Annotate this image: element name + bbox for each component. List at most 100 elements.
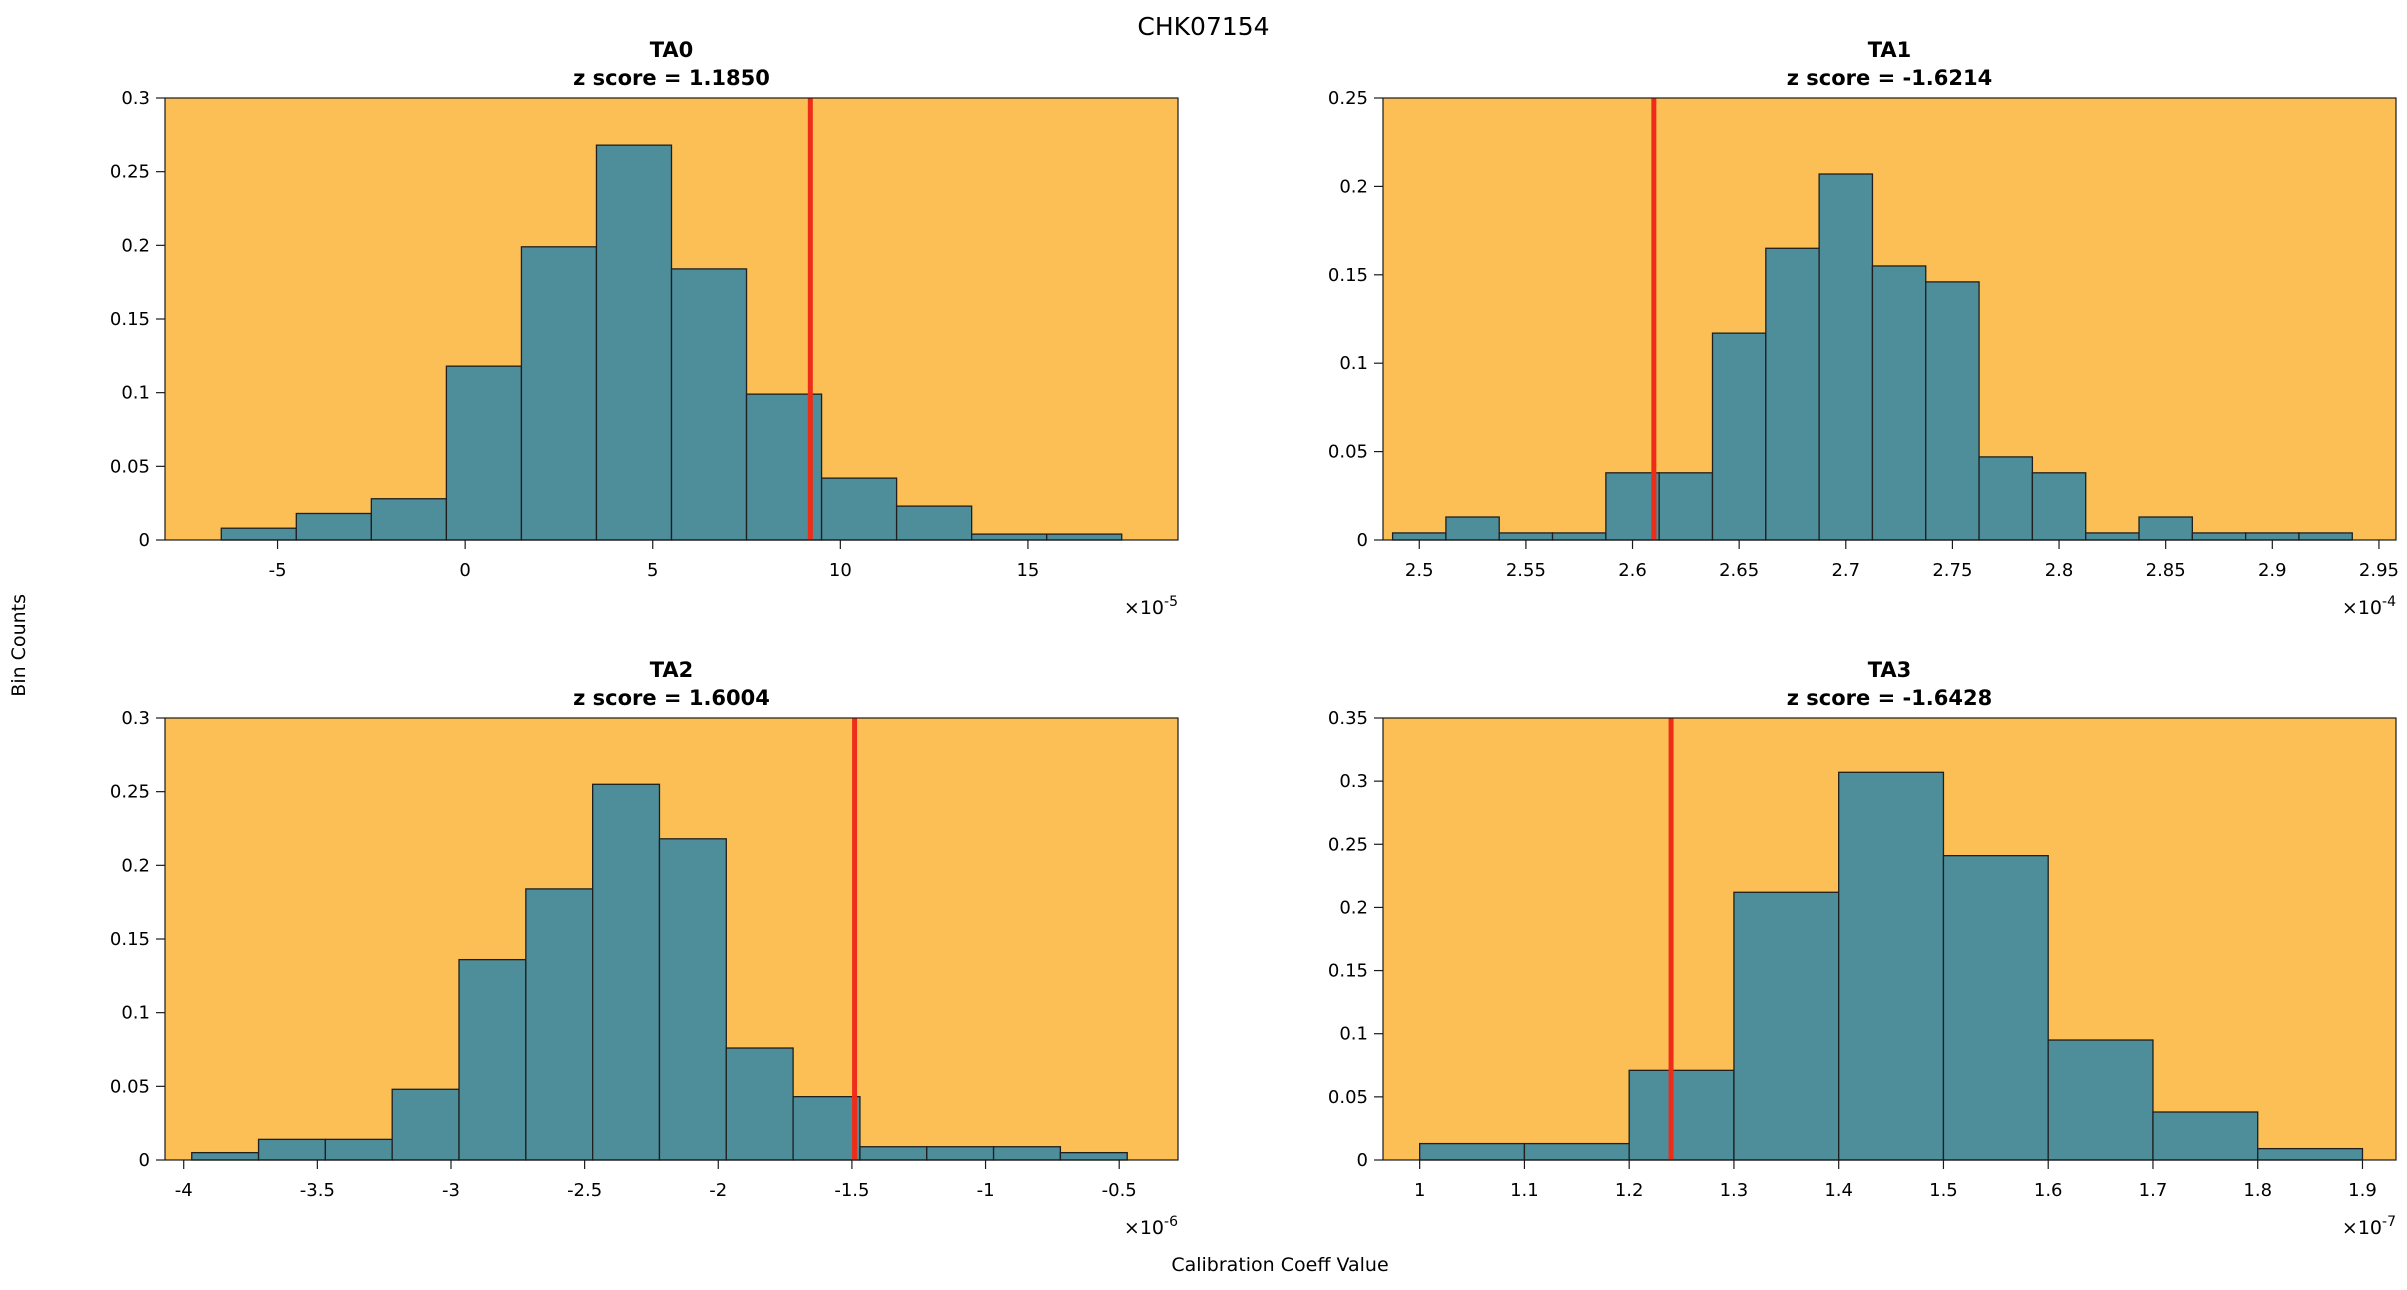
- x-tick-label: 2.75: [1932, 560, 1972, 581]
- y-tick-label: 0.2: [1339, 176, 1368, 197]
- subplot-ta2: TA2 z score = 1.6004 -4 -3.5 -3 -2.5 -2 -1.5-…: [90, 640, 1190, 1260]
- y-tick-label: 0.2: [1339, 897, 1368, 918]
- histogram-bar: [1733, 891, 1840, 1161]
- histogram-bar: [1978, 456, 2034, 541]
- y-tick-label: 0.3: [121, 88, 150, 109]
- subplot-subtitle: z score = -1.6428: [1786, 686, 1993, 710]
- x-tick-label: 2.9: [2258, 560, 2287, 581]
- y-tick-label: 0.3: [1339, 771, 1368, 792]
- histogram-bar: [1445, 516, 1500, 541]
- histogram-bar: [391, 1088, 460, 1161]
- histogram-bar: [324, 1138, 393, 1161]
- histogram-bar: [658, 838, 727, 1161]
- histogram-bar: [370, 498, 448, 541]
- x-axis-exponent: ×10-7: [2342, 1214, 2396, 1239]
- histogram-bar: [1838, 771, 1945, 1161]
- exponent-base: ×10: [1124, 1217, 1164, 1239]
- subplot-title-block: TA0 z score = 1.1850: [165, 36, 1178, 92]
- histogram-bar: [1419, 1142, 1526, 1161]
- histogram-ta2: -4 -3.5 -3 -2.5 -2 -1.5 -1 -0.5 0 0.05 0.1 0.15 0.2 0…: [110, 708, 1179, 1239]
- x-tick-label: -4: [175, 1180, 193, 1201]
- histogram-bar: [1942, 855, 2049, 1161]
- histogram-bar: [458, 958, 527, 1161]
- x-tick-label: 0: [459, 560, 470, 581]
- subplot-ta0: TA0 z score = 1.1850 -5 0 5 10 15 0 0.05 0.1 0.1…: [90, 20, 1190, 640]
- y-tick-label: 0.05: [1328, 1087, 1368, 1108]
- histogram-bar: [859, 1146, 928, 1161]
- subplot-title-block: TA1 z score = -1.6214: [1383, 36, 2396, 92]
- subplot-title-block: TA3 z score = -1.6428: [1383, 656, 2396, 712]
- histogram-bar: [2298, 532, 2353, 541]
- x-axis-exponent: ×10-5: [1124, 594, 1178, 619]
- histogram-bar: [820, 477, 898, 541]
- x-tick-label: 1.4: [1824, 1180, 1853, 1201]
- histogram-bar: [220, 527, 297, 541]
- histogram-bar: [2047, 1039, 2154, 1161]
- x-tick-label: 1.2: [1615, 1180, 1644, 1201]
- histogram-bar: [670, 268, 748, 541]
- histogram-bar: [2191, 532, 2247, 541]
- y-tick-label: 0.15: [1328, 961, 1368, 982]
- histogram-bar: [1628, 1069, 1735, 1161]
- y-tick-label: 0.2: [121, 235, 150, 256]
- x-tick-label: 1.6: [2034, 1180, 2063, 1201]
- y-tick-label: 0.3: [121, 708, 150, 729]
- x-tick-label: 2.6: [1618, 560, 1647, 581]
- histogram-bar: [970, 533, 1048, 541]
- figure-title: CHK07154: [1137, 12, 1270, 41]
- x-tick-label: 1.8: [2243, 1180, 2272, 1201]
- x-tick-label: 5: [647, 560, 658, 581]
- exponent-value: -7: [2382, 1214, 2396, 1230]
- exponent-base: ×10: [2342, 597, 2382, 619]
- histogram-bar: [525, 888, 594, 1161]
- x-axis-exponent: ×10-4: [2342, 594, 2396, 619]
- y-tick-label: 0: [139, 530, 150, 551]
- histogram-bar: [592, 783, 661, 1161]
- x-tick-label: 1.1: [1510, 1180, 1539, 1201]
- x-tick-label: -2.5: [567, 1180, 602, 1201]
- histogram-bar: [1046, 533, 1123, 541]
- histogram-bar: [1059, 1151, 1128, 1161]
- exponent-value: -6: [1164, 1214, 1178, 1230]
- axes-box: [1382, 97, 2397, 541]
- histogram-bar: [1765, 247, 1820, 541]
- histogram-bar: [257, 1138, 327, 1161]
- subplot-title-block: TA2 z score = 1.6004: [165, 656, 1178, 712]
- x-tick-label: 10: [829, 560, 852, 581]
- subplot-title: TA1: [1867, 38, 1912, 62]
- axes-box: [1382, 717, 2397, 1161]
- histogram-bar: [1711, 332, 1767, 541]
- histogram-bar: [1871, 265, 1927, 541]
- x-tick-label: -3: [442, 1180, 460, 1201]
- x-tick-label: 2.5: [1405, 560, 1434, 581]
- y-tick-label: 0.2: [121, 855, 150, 876]
- x-axis-label: Calibration Coeff Value: [1171, 1254, 1389, 1276]
- x-tick-label: 15: [1016, 560, 1039, 581]
- y-tick-label: 0: [1357, 1150, 1368, 1171]
- subplot-ta1: TA1 z score = -1.6214 2.5 2.55 2.6 2.65 2.7 2…: [1308, 20, 2407, 640]
- y-tick-label: 0.1: [1339, 353, 1368, 374]
- y-tick-label: 0.05: [110, 456, 150, 477]
- histogram-bar: [1391, 532, 1447, 541]
- y-tick-label: 0: [1357, 530, 1368, 551]
- x-tick-label: 2.8: [2045, 560, 2074, 581]
- x-tick-label: 1.7: [2139, 1180, 2168, 1201]
- y-tick-label: 0.25: [1328, 834, 1368, 855]
- subplot-title: TA3: [1867, 658, 1912, 682]
- y-tick-label: 0.15: [110, 309, 150, 330]
- x-tick-label: -1.5: [834, 1180, 869, 1201]
- y-tick-label: 0.05: [110, 1076, 150, 1097]
- y-tick-label: 0.25: [110, 162, 150, 183]
- x-tick-label: 1.5: [1929, 1180, 1958, 1201]
- exponent-base: ×10: [1124, 597, 1164, 619]
- y-tick-label: 0.15: [110, 929, 150, 950]
- y-axis-label-text: Bin Counts: [8, 593, 30, 697]
- x-tick-label: 2.95: [2359, 560, 2399, 581]
- subplot-title: TA2: [649, 658, 694, 682]
- histogram-bar: [2152, 1111, 2259, 1161]
- histogram-bar: [1605, 472, 1660, 541]
- x-tick-label: 1.9: [2348, 1180, 2377, 1201]
- histogram-bar: [191, 1151, 260, 1161]
- histogram-bar: [1925, 281, 1980, 541]
